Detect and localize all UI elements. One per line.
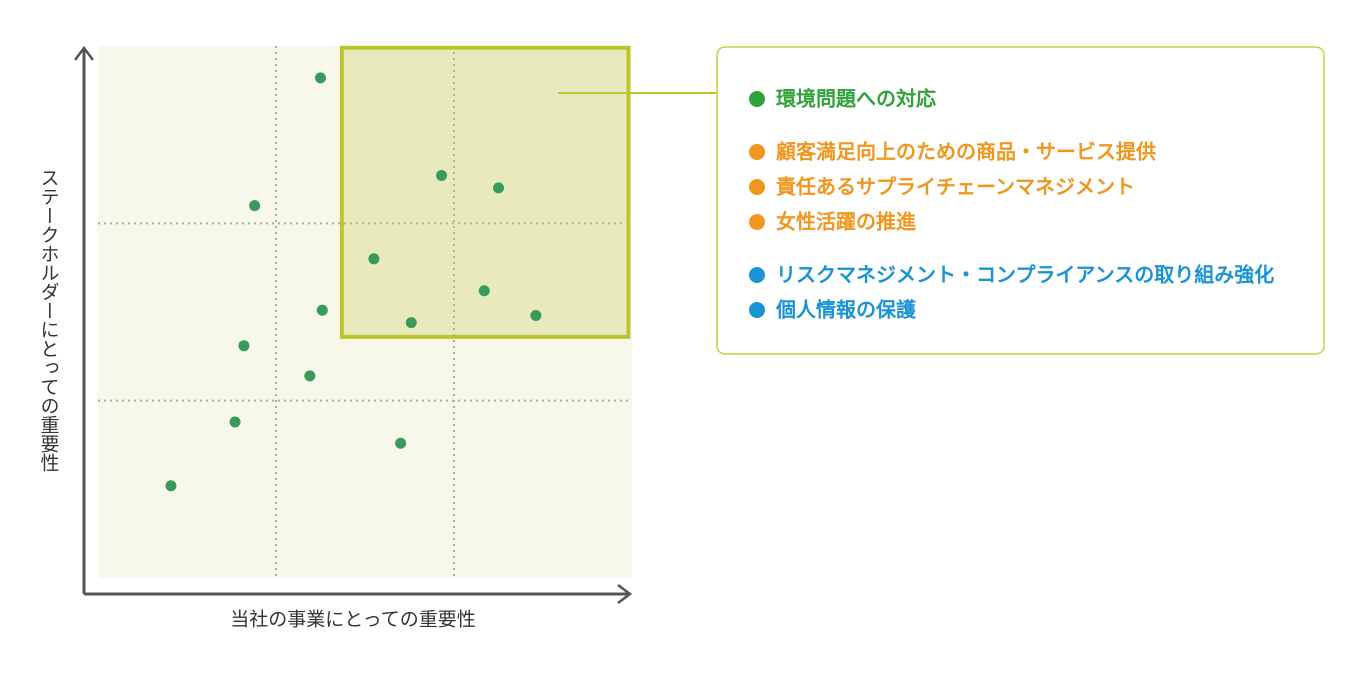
point	[405, 317, 417, 329]
legend-item: 環境問題への対応	[776, 87, 936, 111]
legend-bullet	[749, 91, 765, 107]
legend-item: リスクマネジメント・コンプライアンスの取り組み強化	[776, 263, 1274, 287]
point	[368, 253, 380, 265]
legend-bullet	[749, 144, 765, 160]
x-axis-label: 当社の事業にとっての重要性	[230, 609, 475, 631]
grid	[98, 46, 632, 578]
plot-area	[98, 46, 632, 578]
x-arrow	[617, 584, 633, 604]
point	[249, 200, 261, 212]
point	[530, 310, 542, 322]
y-arrow	[74, 45, 94, 61]
point	[315, 72, 326, 84]
legend-bullet	[749, 214, 765, 230]
legend-bullet	[749, 267, 765, 283]
point	[493, 182, 504, 194]
point	[229, 416, 241, 428]
legend: 環境問題への対応顧客満足向上のための商品・サービス提供責任あるサプライチェーンマ…	[749, 87, 1274, 322]
point	[304, 370, 316, 382]
point	[436, 169, 448, 181]
point	[395, 437, 407, 449]
point	[478, 285, 490, 297]
point	[316, 304, 328, 316]
y-axis-label: ステークホルダーにとっての重要性	[38, 168, 60, 472]
legend-bullet	[749, 302, 765, 318]
legend-bullet	[749, 179, 765, 195]
legend-item: 女性活躍の推進	[776, 210, 916, 234]
points	[165, 72, 542, 492]
point	[238, 340, 250, 352]
legend-item: 個人情報の保護	[775, 298, 917, 322]
point	[165, 480, 177, 492]
legend-item: 責任あるサプライチェーンマネジメント	[776, 175, 1135, 199]
legend-item: 顧客満足向上のための商品・サービス提供	[776, 140, 1156, 164]
legend-box	[716, 46, 1325, 355]
